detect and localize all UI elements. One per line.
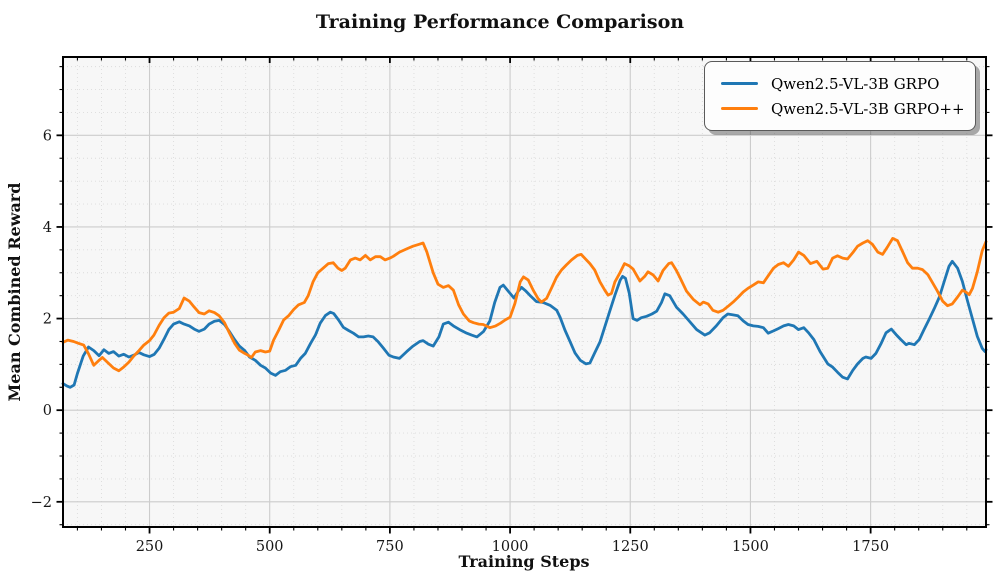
y-axis-label: Mean Combined Reward xyxy=(5,183,24,402)
x-tick-label: 1250 xyxy=(612,539,649,555)
legend-label: Qwen2.5-VL-3B GRPO xyxy=(771,74,940,93)
series-line-grpo-plus-plus xyxy=(61,236,988,373)
x-tick-label: 500 xyxy=(256,539,284,555)
legend-line-swatch-blue xyxy=(721,81,758,86)
x-tick-label: 250 xyxy=(136,539,164,555)
tick-labels: 250 500 750 1000 1250 1500 1750 −2 0 2 4 6 xyxy=(31,128,889,555)
x-tick-label: 1750 xyxy=(852,539,889,555)
series-line-grpo xyxy=(61,259,988,389)
series-lines xyxy=(61,236,988,389)
chart-title: Training Performance Comparison xyxy=(316,11,684,33)
legend-item-grpo: Qwen2.5-VL-3B GRPO xyxy=(721,75,975,93)
axes-frame xyxy=(62,56,987,528)
x-tick-label: 1000 xyxy=(492,539,529,555)
x-tick-label: 1500 xyxy=(732,539,769,555)
legend-label: Qwen2.5-VL-3B GRPO++ xyxy=(771,99,965,118)
legend-item-grpo-plus-plus: Qwen2.5-VL-3B GRPO++ xyxy=(721,100,975,118)
y-tick-label: 0 xyxy=(43,403,52,419)
legend: Qwen2.5-VL-3B GRPO Qwen2.5-VL-3B GRPO++ xyxy=(704,61,976,131)
y-tick-label: 6 xyxy=(43,128,52,144)
x-tick-label: 750 xyxy=(376,539,404,555)
y-tick-label: −2 xyxy=(31,495,52,511)
y-tick-label: 4 xyxy=(43,220,52,236)
axis-ticks xyxy=(56,57,993,534)
y-tick-label: 2 xyxy=(43,312,52,328)
x-axis-label: Training Steps xyxy=(458,552,589,571)
legend-line-swatch-orange xyxy=(721,106,758,111)
major-gridlines xyxy=(63,57,986,527)
